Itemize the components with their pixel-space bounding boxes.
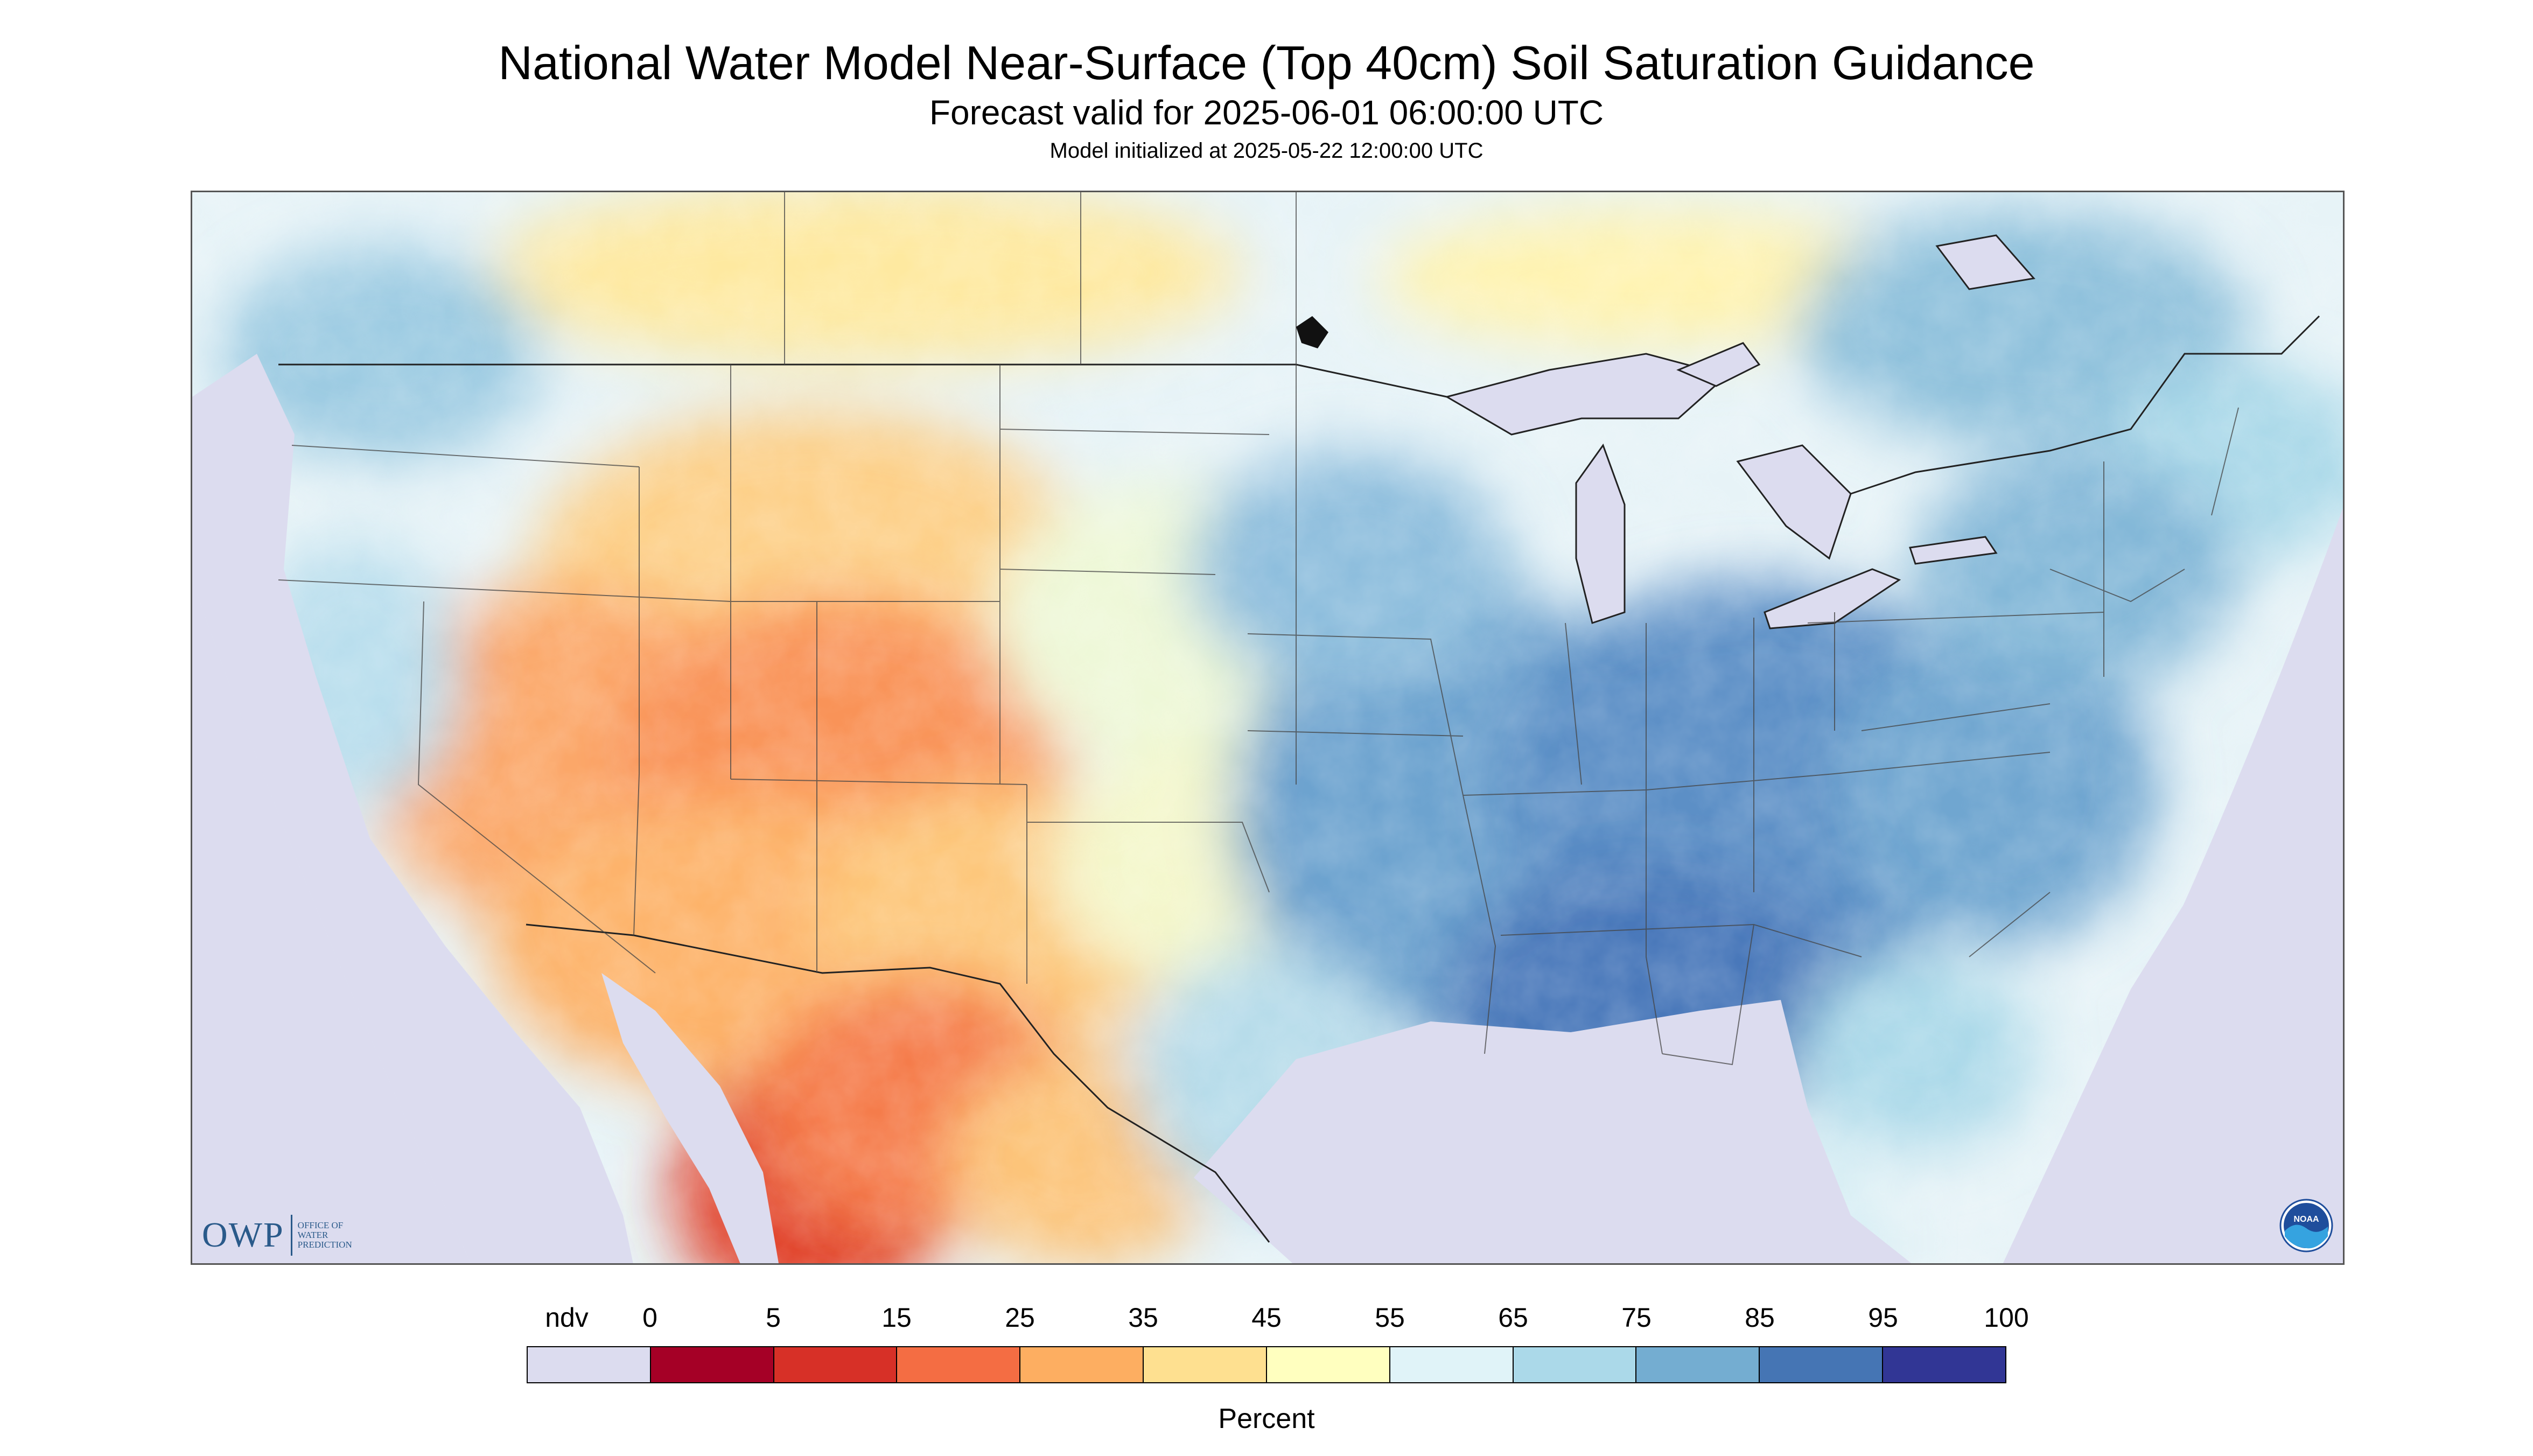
state-borders [278,192,2239,1066]
legend-tick-label: 0 [642,1303,657,1333]
legend-swatch [774,1347,898,1382]
legend-tick-label: 65 [1498,1303,1528,1333]
great-lakes [1445,234,2035,629]
legend-swatch [1760,1347,1884,1382]
svg-text:NOAA: NOAA [2293,1215,2319,1224]
owp-logo-text: OFFICE OF WATER PREDICTION [297,1220,352,1250]
legend-swatch-ndv [528,1347,651,1382]
legend-tick-label: 5 [766,1303,781,1333]
gulf-of-california [601,973,779,1263]
lake-of-the-woods [1296,316,1328,348]
legend-swatch [1020,1347,1144,1382]
legend-swatch [1144,1347,1267,1382]
legend-swatch [1513,1347,1637,1382]
legend-tick-label: 95 [1868,1303,1898,1333]
legend-tick-label: 55 [1375,1303,1405,1333]
gulf-and-atlantic-ocean [1194,664,2343,1263]
legend-swatch [1390,1347,1514,1382]
noaa-logo: NOAA [2279,1199,2333,1252]
owp-logo-mark: OWP [202,1215,292,1256]
color-legend [527,1346,2006,1383]
pacific-ocean [192,354,633,1263]
legend-tick-label: 15 [881,1303,912,1333]
legend-tick-label: 100 [1984,1303,2029,1333]
model-init-note: Model initialized at 2025-05-22 12:00:00… [1049,139,1484,163]
legend-swatch [1266,1347,1390,1382]
legend-units-label: Percent [1218,1403,1315,1434]
map-canvas [192,192,2343,1263]
forecast-valid-subtitle: Forecast valid for 2025-06-01 06:00:00 U… [929,93,1604,132]
legend-tick-label: 85 [1745,1303,1775,1333]
owp-logo: OWP OFFICE OF WATER PREDICTION [202,1215,389,1256]
legend-tick-label: 35 [1128,1303,1158,1333]
legend-tick-label: 25 [1005,1303,1035,1333]
soil-saturation-raster [192,192,2343,1263]
legend-swatch [650,1347,774,1382]
soil-saturation-map: OWP OFFICE OF WATER PREDICTION NOAA [191,191,2345,1265]
legend-tick-label: 75 [1621,1303,1652,1333]
legend-swatch [897,1347,1021,1382]
map-title: National Water Model Near-Surface (Top 4… [498,36,2035,89]
legend-swatch [1636,1347,1760,1382]
legend-tick-label: 45 [1251,1303,1282,1333]
legend-swatch [1883,1347,2005,1382]
legend-ndv-label: ndv [545,1303,589,1333]
nodata-west [192,580,471,1263]
